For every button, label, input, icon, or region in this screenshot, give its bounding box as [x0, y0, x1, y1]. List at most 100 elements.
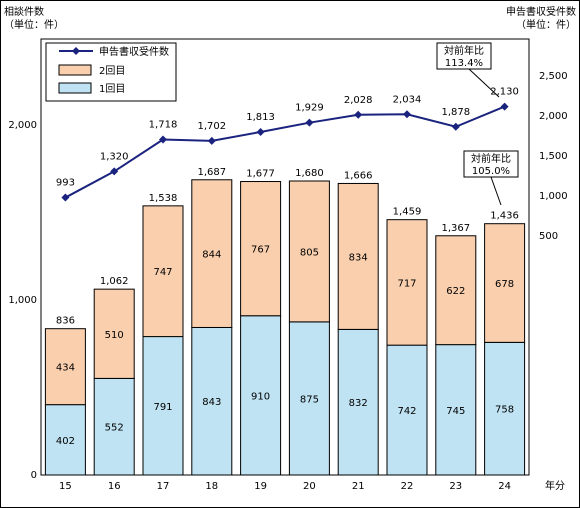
- bars-layer: 402 434 836 552 510 1,062 791 747 1,538 843 844 1,6…: [44, 167, 526, 476]
- line-point-24: [500, 102, 509, 111]
- x-tick-24: 24: [498, 481, 511, 492]
- label-total-21: 1,666: [344, 170, 373, 181]
- label-total-24: 1,436: [490, 211, 519, 222]
- label-1st-18: 843: [202, 397, 221, 408]
- legend-diamond-icon: [72, 47, 80, 55]
- x-tick-23: 23: [449, 481, 462, 492]
- left-tick-0: 0: [31, 470, 37, 481]
- legend-label-2nd: 2回目: [99, 65, 125, 77]
- left-axis-ticks: 0 1,000 2,000: [8, 120, 37, 481]
- legend-swatch-1st: [58, 82, 92, 94]
- bar-2nd-24: [484, 223, 526, 343]
- line-label-20: 1,929: [295, 103, 324, 114]
- bar-2nd-23: [435, 235, 477, 346]
- bar-1st-22: [386, 344, 428, 476]
- bar-2nd-17: [142, 205, 184, 338]
- callout-label-2: 対前年比: [471, 152, 511, 165]
- bar-1st-20: [288, 321, 330, 476]
- x-tick-15: 15: [59, 481, 72, 492]
- callout-pointer-1: [468, 68, 500, 98]
- left-axis-unit: （単位：件）: [4, 18, 64, 31]
- left-tick-2000: 2,000: [8, 120, 37, 131]
- legend-label-1st: 1回目: [99, 83, 125, 95]
- x-axis-ticks: 15 16 17 18 19 20 21 22 23 24: [59, 481, 511, 492]
- right-tick-2000: 2,000: [539, 111, 568, 122]
- bar-1st-24: [484, 341, 526, 476]
- line-label-21: 2,028: [344, 95, 373, 106]
- legend-swatch-2nd: [58, 64, 92, 76]
- bar-1st-17: [142, 336, 184, 476]
- line-label-17: 1,718: [149, 120, 178, 131]
- label-1st-16: 552: [105, 423, 124, 434]
- label-2nd-20: 805: [300, 247, 319, 258]
- bar-2nd-16: [93, 288, 135, 379]
- callout-box-1: [436, 42, 492, 70]
- label-total-20: 1,680: [295, 168, 324, 179]
- bar-1st-18: [191, 326, 233, 476]
- right-axis-title: 申告書収受件数: [506, 5, 576, 18]
- left-axis-title: 相談件数: [4, 5, 44, 18]
- line-point-23: [451, 122, 460, 131]
- bar-2nd-20: [288, 180, 330, 323]
- x-tick-18: 18: [205, 481, 218, 492]
- label-2nd-21: 834: [349, 252, 368, 263]
- right-axis-unit: （単位：件）: [516, 18, 576, 31]
- right-tick-2500: 2,500: [539, 71, 568, 82]
- label-2nd-23: 622: [446, 286, 465, 297]
- line-label-22: 2,034: [393, 94, 422, 105]
- right-tick-500: 500: [539, 231, 558, 242]
- label-2nd-15: 434: [56, 363, 75, 374]
- label-total-22: 1,459: [393, 207, 422, 218]
- left-tick-1000: 1,000: [8, 295, 37, 306]
- label-2nd-22: 717: [397, 278, 416, 289]
- label-1st-17: 791: [153, 402, 172, 413]
- line-point-22: [403, 110, 411, 119]
- callout-value-2: 105.0%: [472, 166, 510, 177]
- label-total-23: 1,367: [441, 223, 470, 234]
- callout-value-1: 113.4%: [445, 58, 483, 69]
- right-tick-1000: 1,000: [539, 191, 568, 202]
- bar-2nd-15: [44, 328, 86, 406]
- right-axis-ticks: 500 1,000 1,500 2,000 2,500: [539, 71, 568, 242]
- bar-1st-23: [435, 344, 477, 476]
- line-label-23: 1,878: [441, 107, 470, 118]
- line-point-20: [305, 118, 314, 127]
- line-point-21: [354, 110, 363, 119]
- x-tick-19: 19: [254, 481, 267, 492]
- label-2nd-24: 678: [495, 279, 514, 290]
- bar-2nd-18: [191, 179, 233, 328]
- callout-24-line: 対前年比 113.4%: [436, 42, 500, 98]
- x-tick-20: 20: [303, 481, 316, 492]
- line-layer: 993 1,320 1,718 1,702 1,813 1,929 2,028 2,034 1,…: [56, 87, 519, 202]
- line-label-19: 1,813: [246, 112, 275, 123]
- callout-pointer-2: [490, 176, 502, 206]
- x-axis-unit: 年分: [545, 479, 565, 492]
- label-1st-20: 875: [300, 394, 319, 405]
- line-label-18: 1,702: [197, 121, 226, 132]
- line-point-16: [110, 167, 119, 176]
- label-total-17: 1,538: [149, 193, 178, 204]
- label-total-16: 1,062: [100, 276, 129, 287]
- bar-2nd-21: [337, 182, 379, 330]
- x-tick-16: 16: [108, 481, 121, 492]
- bar-1st-15: [44, 404, 86, 476]
- x-tick-21: 21: [352, 481, 365, 492]
- label-2nd-19: 767: [251, 245, 270, 256]
- bar-2nd-22: [386, 219, 428, 346]
- bar-1st-16: [93, 377, 135, 476]
- label-1st-15: 402: [56, 436, 75, 447]
- legend: 申告書収受件数 2回目 1回目: [45, 42, 177, 102]
- label-1st-24: 758: [495, 405, 514, 416]
- line-label-16: 1,320: [100, 151, 129, 162]
- plot-area: [40, 38, 530, 476]
- x-tick-22: 22: [401, 481, 414, 492]
- label-2nd-17: 747: [153, 267, 172, 278]
- label-1st-23: 745: [446, 406, 465, 417]
- line-point-18: [207, 136, 216, 145]
- line-point-19: [256, 127, 265, 136]
- right-tick-1500: 1,500: [539, 151, 568, 162]
- line-point-15: [61, 193, 70, 202]
- line-series: [64, 105, 505, 199]
- line-point-17: [159, 135, 167, 144]
